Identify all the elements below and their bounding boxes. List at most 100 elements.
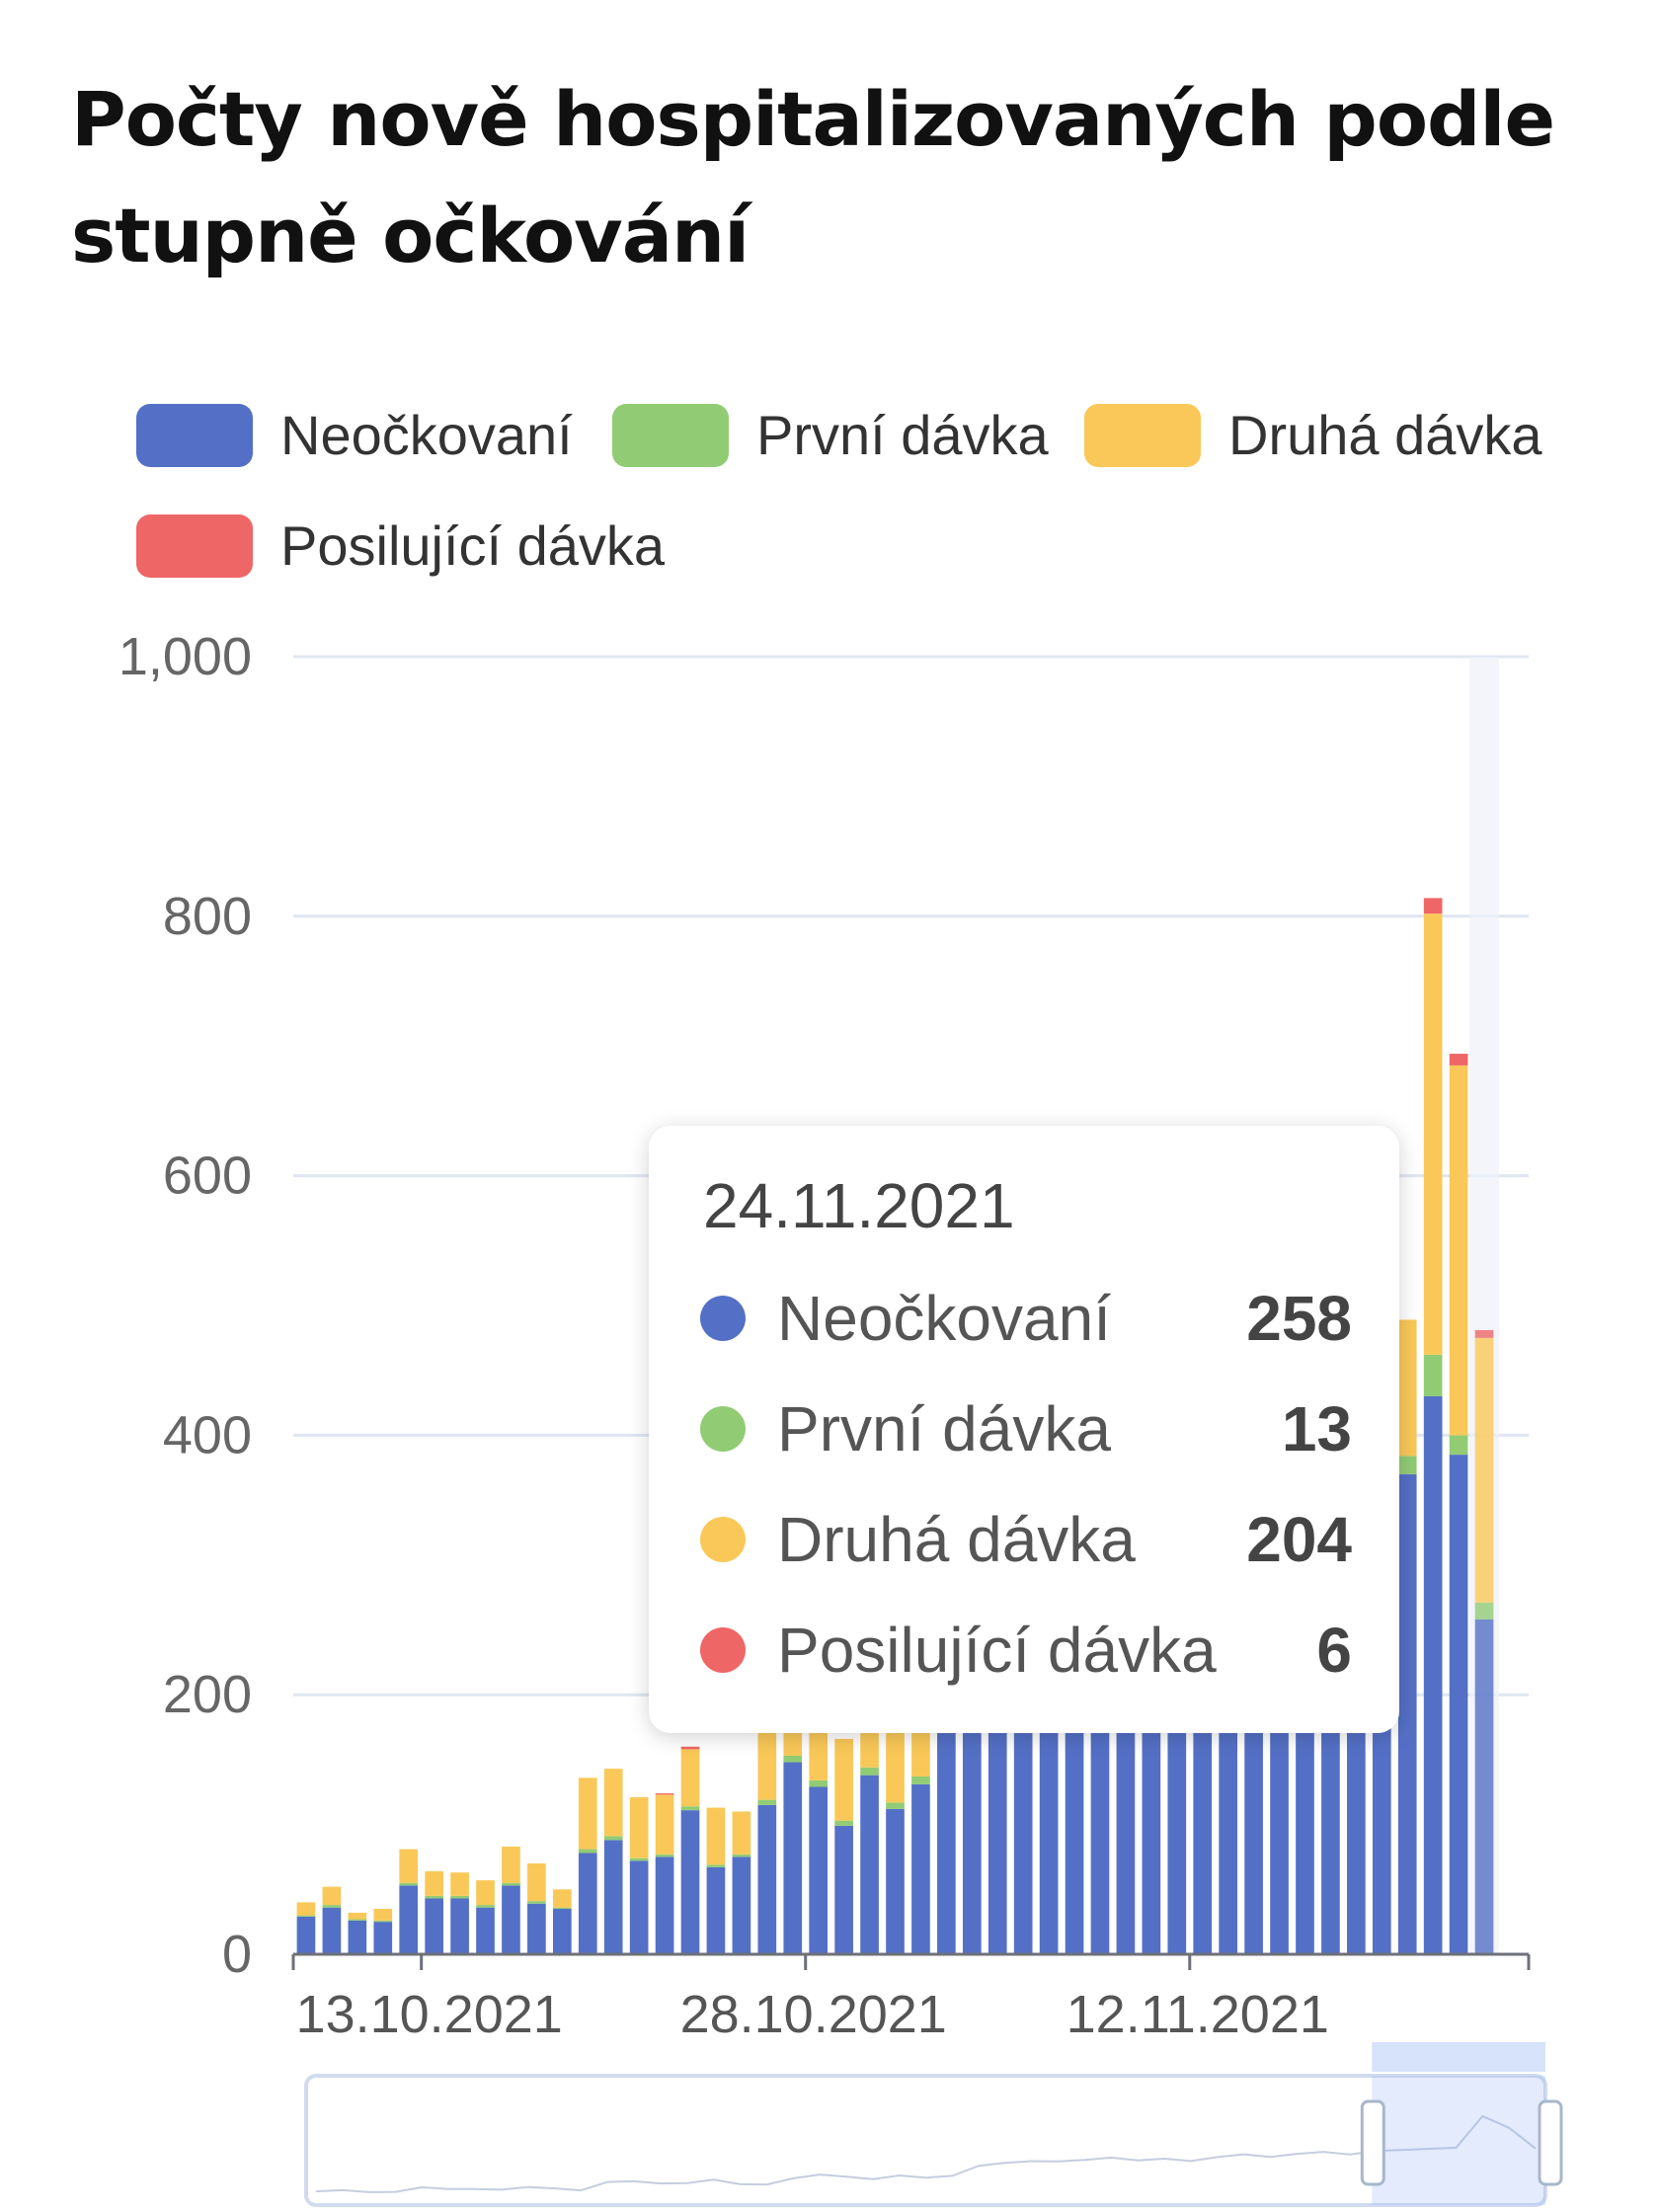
x-tick-label: 13.10.2021 bbox=[296, 1985, 563, 2044]
chart-title: Počty nově hospitalizovaných podle stupn… bbox=[71, 75, 1555, 279]
x-tick-label: 12.11.2021 bbox=[1066, 1985, 1329, 2044]
bar-druha-davka bbox=[1423, 913, 1443, 1355]
datazoom-sparkline bbox=[315, 2114, 1537, 2193]
bar-prvni-davka bbox=[502, 1882, 520, 1886]
legend-label: První dávka bbox=[756, 404, 1049, 466]
tooltip-dot-neockovani bbox=[700, 1296, 746, 1341]
bar-prvni-davka bbox=[911, 1776, 930, 1784]
bar-druha-davka bbox=[399, 1849, 419, 1883]
bar-neockovani bbox=[603, 1840, 623, 1954]
bar-neockovani bbox=[757, 1804, 777, 1954]
bar-neockovani bbox=[322, 1907, 342, 1954]
bar-neockovani bbox=[552, 1909, 572, 1954]
tooltip-label: Posilující dávka bbox=[777, 1615, 1217, 1686]
bar-druha-davka bbox=[578, 1778, 597, 1850]
datazoom-slider[interactable] bbox=[304, 2074, 1547, 2207]
tooltip: 24.11.2021 Neočkovaní 258 První dávka 13… bbox=[649, 1126, 1399, 1733]
datazoom-window bbox=[1372, 2076, 1545, 2205]
y-tick-label: 1,000 bbox=[118, 627, 252, 686]
bar-neockovani bbox=[834, 1825, 853, 1954]
bar-druha-davka bbox=[655, 1794, 674, 1855]
bar-neockovani bbox=[911, 1783, 930, 1954]
bar-neockovani bbox=[296, 1916, 316, 1954]
bar-neockovani bbox=[425, 1898, 443, 1954]
legend-label: Druhá dávka bbox=[1228, 404, 1542, 466]
y-tick-label: 800 bbox=[163, 887, 252, 946]
bar-prvni-davka bbox=[860, 1767, 879, 1776]
bar-posilujici-davka bbox=[1474, 1329, 1494, 1338]
bar-prvni-davka bbox=[706, 1864, 726, 1867]
bar-neockovani bbox=[655, 1856, 674, 1954]
bar-druha-davka bbox=[1449, 1065, 1468, 1436]
datazoom-move-handle[interactable] bbox=[1372, 2042, 1545, 2072]
bar-druha-davka bbox=[296, 1902, 316, 1916]
legend-item-druha-davka[interactable]: Druhá dávka bbox=[1084, 403, 1542, 467]
bar-posilujici-davka bbox=[1423, 898, 1443, 914]
bar-druha-davka bbox=[425, 1870, 443, 1896]
legend-item-prvni-davka[interactable]: První dávka bbox=[612, 403, 1049, 467]
bar-druha-davka bbox=[1397, 1319, 1417, 1457]
bar-prvni-davka bbox=[348, 1919, 367, 1921]
bar-druha-davka bbox=[373, 1909, 393, 1921]
bar-prvni-davka bbox=[783, 1755, 803, 1763]
bar-neockovani bbox=[732, 1856, 751, 1954]
bar-druha-davka bbox=[1474, 1337, 1494, 1603]
tooltip-value: 6 bbox=[1316, 1615, 1352, 1686]
legend-item-neockovani[interactable]: Neočkovaní bbox=[136, 403, 573, 467]
bar-druha-davka bbox=[834, 1738, 853, 1821]
x-tick-label: 28.10.2021 bbox=[680, 1985, 947, 2044]
tooltip-value: 204 bbox=[1246, 1504, 1352, 1575]
bar-druha-davka bbox=[502, 1846, 520, 1883]
bar-neockovani bbox=[1449, 1455, 1468, 1954]
bar-prvni-davka bbox=[1474, 1602, 1494, 1620]
bar-neockovani bbox=[527, 1903, 546, 1954]
legend-swatch-posilujici-davka bbox=[136, 514, 253, 578]
bar-prvni-davka bbox=[552, 1907, 572, 1910]
bar-prvni-davka bbox=[527, 1901, 546, 1904]
tooltip-value: 13 bbox=[1281, 1393, 1352, 1464]
bar-neockovani bbox=[1397, 1473, 1417, 1954]
bar-prvni-davka bbox=[296, 1915, 316, 1917]
legend-label: Posilující dávka bbox=[280, 514, 666, 577]
bar-neockovani bbox=[450, 1898, 469, 1954]
bar-prvni-davka bbox=[425, 1895, 443, 1899]
bar-neockovani bbox=[476, 1907, 495, 1954]
bar-prvni-davka bbox=[450, 1895, 469, 1899]
tooltip-row-prvni-davka: První dávka 13 bbox=[700, 1389, 1352, 1468]
bar-neockovani bbox=[706, 1866, 726, 1954]
datazoom-handle-right[interactable] bbox=[1538, 2099, 1563, 2186]
tooltip-dot-prvni-davka bbox=[700, 1406, 746, 1452]
bar-neockovani bbox=[886, 1808, 905, 1954]
bar-prvni-davka bbox=[886, 1802, 905, 1809]
bar-druha-davka bbox=[757, 1728, 777, 1800]
bar-prvni-davka bbox=[322, 1905, 342, 1908]
bar-neockovani bbox=[1423, 1395, 1443, 1954]
bar-posilujici-davka bbox=[680, 1746, 700, 1750]
tooltip-row-neockovani: Neočkovaní 258 bbox=[700, 1279, 1352, 1358]
bar-prvni-davka bbox=[373, 1920, 393, 1923]
bar-neockovani bbox=[680, 1810, 700, 1954]
bar-neockovani bbox=[783, 1762, 803, 1954]
bar-druha-davka bbox=[886, 1719, 905, 1803]
bar-prvni-davka bbox=[629, 1857, 649, 1861]
bar-druha-davka bbox=[680, 1749, 700, 1807]
bar-prvni-davka bbox=[809, 1779, 829, 1787]
tooltip-row-posilujici-davka: Posilující dávka 6 bbox=[700, 1611, 1352, 1690]
bar-prvni-davka bbox=[476, 1905, 495, 1908]
bar-neockovani bbox=[629, 1860, 649, 1954]
bar-druha-davka bbox=[552, 1889, 572, 1908]
bar-prvni-davka bbox=[757, 1799, 777, 1805]
bar-prvni-davka bbox=[603, 1836, 623, 1841]
bar-prvni-davka bbox=[399, 1882, 419, 1886]
bar-prvni-davka bbox=[1397, 1456, 1417, 1474]
bar-neockovani bbox=[860, 1775, 879, 1954]
tooltip-dot-posilujici-davka bbox=[700, 1627, 746, 1673]
tooltip-row-druha-davka: Druhá dávka 204 bbox=[700, 1500, 1352, 1579]
datazoom-handle-left[interactable] bbox=[1360, 2099, 1385, 2186]
bar-prvni-davka bbox=[1423, 1354, 1443, 1396]
legend-swatch-druha-davka bbox=[1084, 403, 1201, 467]
legend-item-posilujici-davka[interactable]: Posilující dávka bbox=[136, 514, 665, 578]
bar-druha-davka bbox=[450, 1872, 469, 1896]
bar-neockovani bbox=[1474, 1619, 1494, 1954]
